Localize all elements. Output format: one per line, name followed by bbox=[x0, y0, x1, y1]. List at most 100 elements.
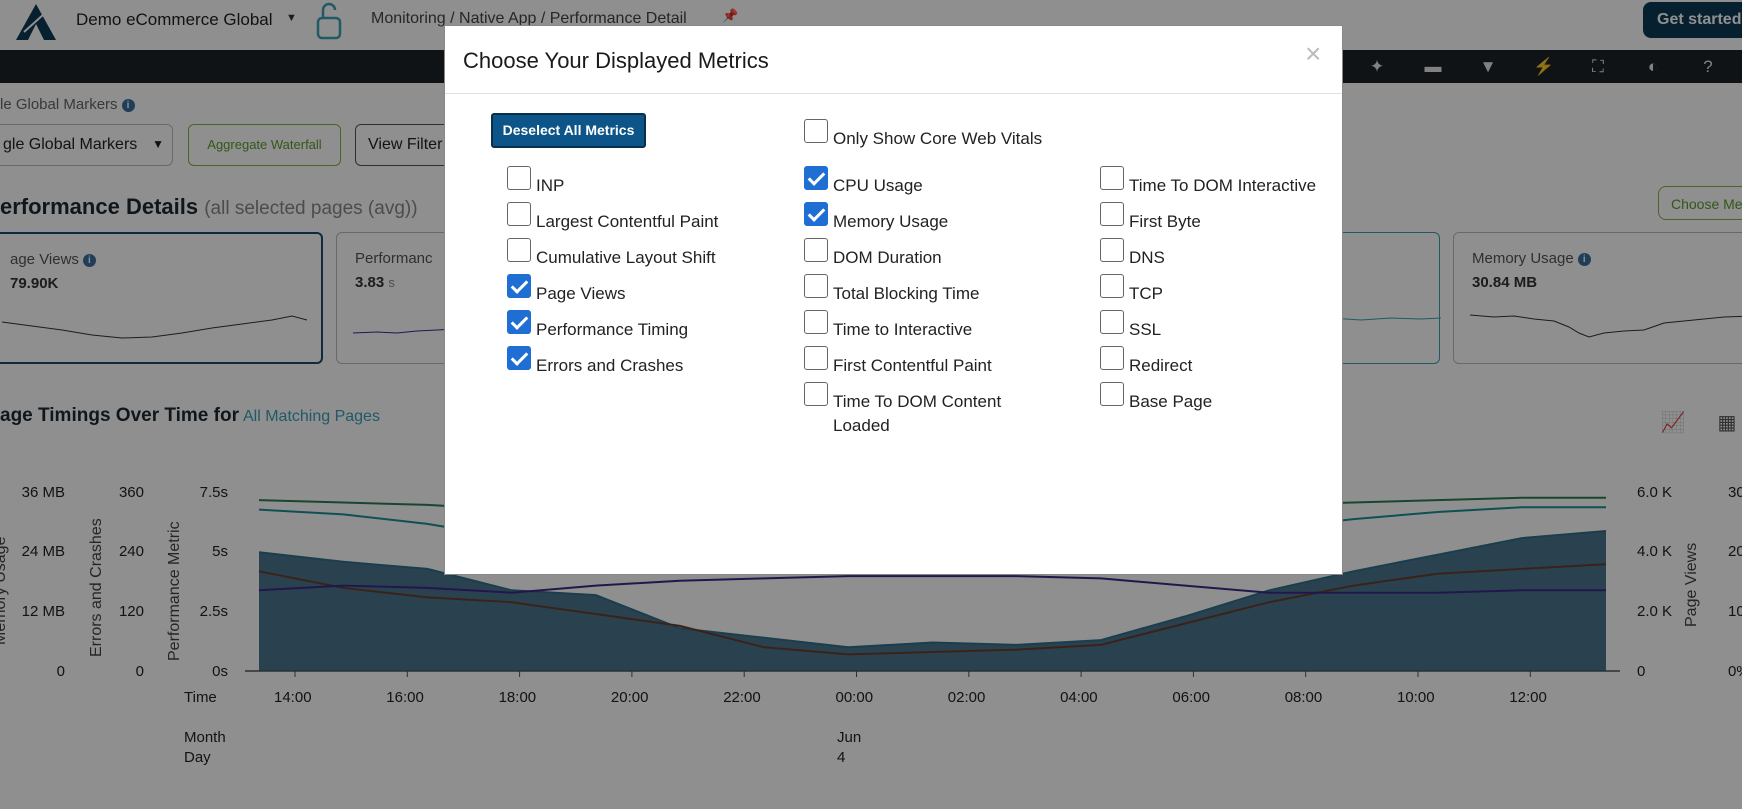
x-axis-title-day: Day bbox=[184, 749, 211, 766]
x-tick-label: 14:00 bbox=[274, 689, 312, 706]
close-icon[interactable]: × bbox=[1305, 38, 1322, 69]
checkbox-unchecked[interactable] bbox=[1100, 310, 1124, 334]
comment-icon[interactable]: ▬ bbox=[1424, 57, 1442, 76]
tick-label: 0s bbox=[212, 663, 228, 680]
tick-label: 12 MB bbox=[21, 603, 65, 620]
filter-icon[interactable]: ▼ bbox=[1479, 57, 1497, 76]
checkbox-unchecked[interactable] bbox=[804, 274, 828, 298]
org-dropdown-icon[interactable]: ▼ bbox=[286, 12, 297, 24]
tick-label: 30 bbox=[1728, 484, 1742, 501]
fullscreen-icon[interactable]: ⛶ bbox=[1592, 57, 1604, 76]
x-axis-title-time: Time bbox=[184, 689, 217, 706]
checkbox-label: Time To DOM Interactive bbox=[1129, 176, 1317, 195]
brand-logo-icon[interactable] bbox=[14, 2, 58, 42]
tick-label: 2.5s bbox=[199, 603, 228, 620]
org-name[interactable]: Demo eCommerce Global bbox=[76, 10, 273, 29]
all-matching-pages-link[interactable]: All Matching Pages bbox=[242, 408, 380, 425]
checkbox-label: First Contentful Paint bbox=[833, 356, 992, 375]
checkbox-unchecked[interactable] bbox=[804, 382, 828, 406]
lock-icon[interactable] bbox=[314, 0, 344, 44]
tick-label: 5s bbox=[212, 543, 228, 560]
checkbox-unchecked[interactable] bbox=[507, 238, 531, 262]
tick-label: 0 bbox=[135, 663, 144, 680]
table-icon[interactable]: ▦ bbox=[1717, 412, 1737, 434]
checkbox-checked[interactable] bbox=[804, 202, 828, 226]
info-icon[interactable]: i bbox=[1577, 253, 1591, 266]
tick-label: 36 MB bbox=[21, 484, 65, 501]
markers-select[interactable]: gle Global Markers ▼ bbox=[0, 124, 173, 166]
checkbox-checked[interactable] bbox=[507, 346, 531, 370]
tick-label: 10 bbox=[1728, 603, 1742, 620]
sparkline-performance bbox=[352, 328, 456, 334]
card-title: age Views i bbox=[10, 251, 96, 268]
checkbox-unchecked[interactable] bbox=[507, 166, 531, 190]
checkbox-unchecked[interactable] bbox=[804, 310, 828, 334]
chevron-down-icon: ▼ bbox=[152, 137, 164, 151]
checkbox-checked[interactable] bbox=[507, 310, 531, 334]
x-tick-label: 08:00 bbox=[1284, 689, 1323, 706]
x-tick-label: 10:00 bbox=[1397, 689, 1435, 706]
x-tick-label: 04:00 bbox=[1060, 689, 1098, 706]
checkbox-label: Base Page bbox=[1129, 392, 1213, 411]
checkbox-unchecked[interactable] bbox=[1100, 238, 1124, 262]
timings-title: age Timings Over Time for All Matching Pa… bbox=[0, 405, 380, 426]
info-icon[interactable]: i bbox=[82, 254, 96, 267]
x-axis-title-month: Month bbox=[184, 729, 226, 746]
x-tick-label: 16:00 bbox=[386, 689, 424, 706]
info-icon[interactable]: i bbox=[121, 99, 135, 112]
modal-title: Choose Your Displayed Metrics bbox=[463, 48, 769, 73]
checkbox-unchecked[interactable] bbox=[1100, 202, 1124, 226]
checkbox-label: Cumulative Layout Shift bbox=[536, 248, 716, 267]
checkbox-unchecked[interactable] bbox=[1100, 346, 1124, 370]
x-tick-label: 20:00 bbox=[610, 689, 649, 706]
metric-card-page-views[interactable]: age Views i 79.90K bbox=[0, 232, 323, 364]
checkbox-label: Time to Interactive bbox=[833, 320, 973, 339]
checkbox-unchecked[interactable] bbox=[1100, 274, 1124, 298]
contrast-icon[interactable]: ◐ bbox=[1647, 57, 1659, 76]
checkbox-label: DOM Duration bbox=[833, 248, 942, 267]
checkbox-label: Total Blocking Time bbox=[833, 284, 980, 303]
card-value: 79.90K bbox=[10, 275, 59, 292]
x-tick-label: 22:00 bbox=[723, 689, 761, 706]
aggregate-waterfall-button[interactable]: Aggregate Waterfall bbox=[188, 124, 341, 166]
help-icon[interactable]: ? bbox=[1703, 57, 1713, 76]
x-tick-label: 18:00 bbox=[498, 689, 537, 706]
checkbox-label: CPU Usage bbox=[833, 176, 923, 195]
checkbox-unchecked[interactable] bbox=[1100, 166, 1124, 190]
checkbox-box[interactable] bbox=[804, 119, 828, 143]
checkbox-label: SSL bbox=[1129, 320, 1162, 339]
checkbox-label: DNS bbox=[1129, 248, 1165, 267]
tick-label: 0 bbox=[56, 663, 65, 680]
tick-label: 7.5s bbox=[199, 484, 228, 501]
pin-icon[interactable]: 📌 bbox=[722, 8, 739, 23]
card-value: 30.84 MB bbox=[1472, 274, 1538, 291]
checkbox-label: Errors and Crashes bbox=[536, 356, 684, 375]
checkbox-checked[interactable] bbox=[804, 166, 828, 190]
choose-metrics-button[interactable]: Choose Me bbox=[1658, 186, 1742, 220]
checkbox-label: Largest Contentful Paint bbox=[536, 212, 719, 231]
checkbox-checked[interactable] bbox=[507, 274, 531, 298]
tick-label: 360 bbox=[118, 484, 144, 501]
performance-details-title: erformance Details (all selected pages (… bbox=[0, 194, 418, 219]
checkbox-label: TCP bbox=[1129, 284, 1163, 303]
checkbox-unchecked[interactable] bbox=[804, 346, 828, 370]
sparkline-memory-usage bbox=[1469, 314, 1742, 338]
deselect-all-metrics-button[interactable]: Deselect All Metrics bbox=[491, 113, 646, 148]
x-tick-label: 02:00 bbox=[947, 689, 986, 706]
metric-card-memory-usage[interactable]: Memory Usage i 30.84 MB bbox=[1453, 232, 1742, 364]
metric-card-performance[interactable]: Performanc 3.83 s bbox=[336, 232, 456, 364]
sparkline-page-views bbox=[1, 315, 308, 339]
bolt-icon[interactable]: ⚡ bbox=[1533, 57, 1555, 76]
checkbox-label: Performance Timing bbox=[536, 320, 689, 339]
checkbox-unchecked[interactable] bbox=[804, 238, 828, 262]
sparkle-icon[interactable]: ✦ bbox=[1369, 57, 1385, 76]
tick-label: 4.0 K bbox=[1637, 543, 1673, 560]
tick-label: 0% bbox=[1728, 663, 1742, 680]
checkbox-unchecked[interactable] bbox=[507, 202, 531, 226]
checkbox-label: First Byte bbox=[1129, 212, 1201, 231]
get-started-button[interactable]: Get started bbox=[1643, 2, 1742, 38]
line-chart-icon[interactable]: 📈 bbox=[1660, 412, 1686, 434]
tick-label: 24 MB bbox=[21, 543, 65, 560]
tick-label: 6.0 K bbox=[1637, 484, 1673, 501]
checkbox-unchecked[interactable] bbox=[1100, 382, 1124, 406]
